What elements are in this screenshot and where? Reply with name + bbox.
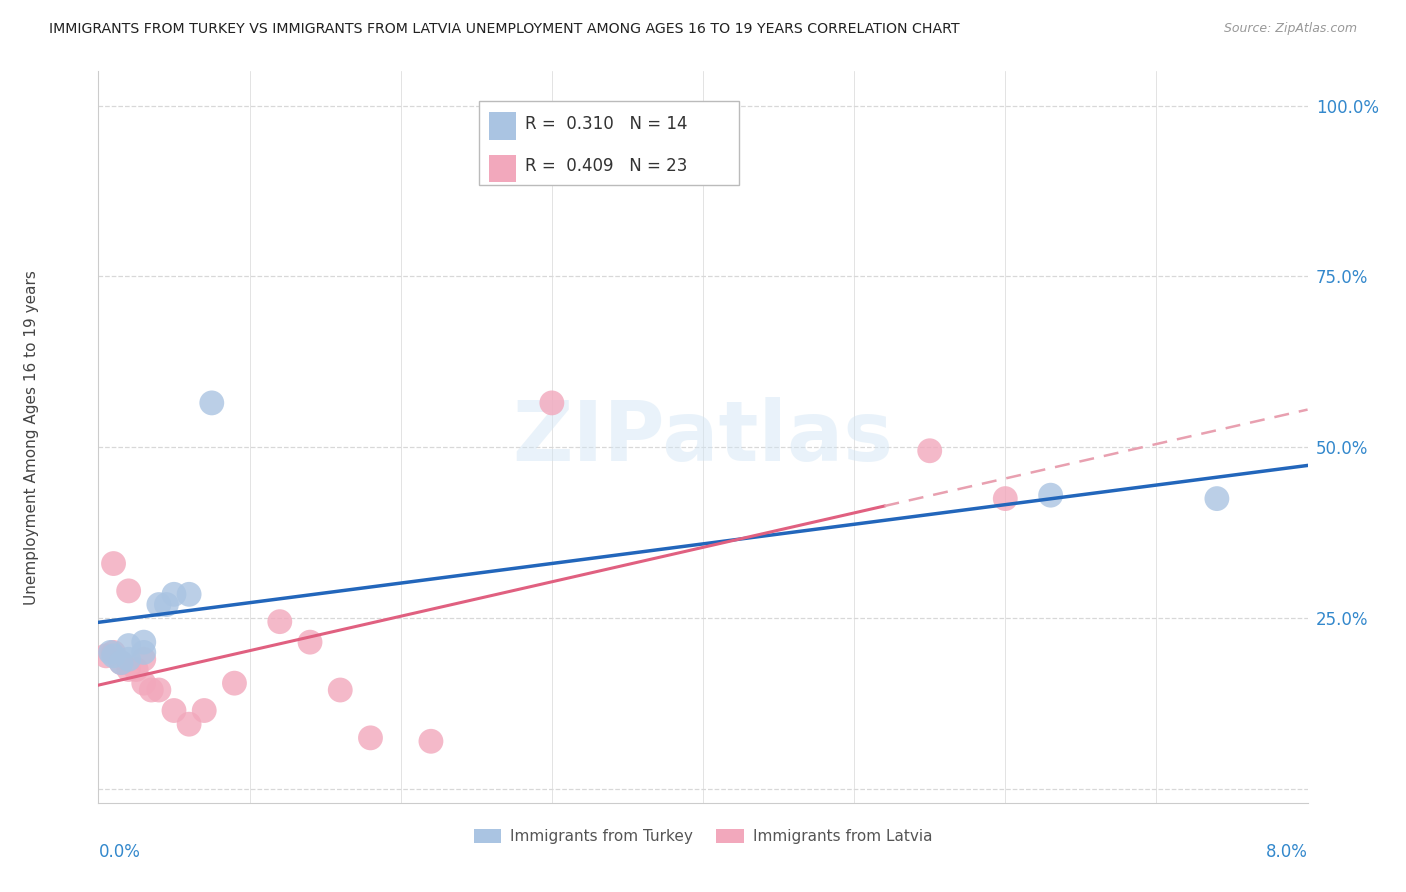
Point <box>132 652 155 666</box>
Point <box>193 704 215 718</box>
Point <box>103 648 125 663</box>
Text: Source: ZipAtlas.com: Source: ZipAtlas.com <box>1223 22 1357 36</box>
Point <box>110 656 132 670</box>
Point <box>148 683 170 698</box>
Point <box>299 635 322 649</box>
Text: Unemployment Among Ages 16 to 19 years: Unemployment Among Ages 16 to 19 years <box>24 269 39 605</box>
Text: IMMIGRANTS FROM TURKEY VS IMMIGRANTS FROM LATVIA UNEMPLOYMENT AMONG AGES 16 TO 1: IMMIGRANTS FROM TURKEY VS IMMIGRANTS FRO… <box>49 22 960 37</box>
Point <box>132 645 155 659</box>
Point <box>224 676 246 690</box>
Point <box>163 587 186 601</box>
Point <box>118 663 141 677</box>
Point <box>201 396 224 410</box>
Point <box>141 683 163 698</box>
Point <box>132 676 155 690</box>
Text: R =  0.409   N = 23: R = 0.409 N = 23 <box>526 157 688 175</box>
Point <box>179 717 201 731</box>
FancyBboxPatch shape <box>489 112 516 140</box>
Point <box>918 443 941 458</box>
Legend: Immigrants from Turkey, Immigrants from Latvia: Immigrants from Turkey, Immigrants from … <box>468 822 938 850</box>
Point <box>118 639 141 653</box>
Text: R =  0.310   N = 14: R = 0.310 N = 14 <box>526 115 688 133</box>
Point <box>269 615 291 629</box>
Point <box>118 583 141 598</box>
Point <box>329 683 352 698</box>
Point <box>1206 491 1229 506</box>
Point <box>179 587 201 601</box>
Point <box>1039 488 1062 502</box>
Point <box>118 652 141 666</box>
Point <box>994 491 1017 506</box>
Point <box>100 645 122 659</box>
Point <box>148 598 170 612</box>
Point <box>125 663 148 677</box>
Point <box>132 635 155 649</box>
Text: ZIPatlas: ZIPatlas <box>513 397 893 477</box>
FancyBboxPatch shape <box>479 101 740 185</box>
Point <box>360 731 382 745</box>
Point <box>94 648 117 663</box>
Point <box>163 704 186 718</box>
Point <box>420 734 443 748</box>
Point <box>540 396 562 410</box>
FancyBboxPatch shape <box>489 154 516 182</box>
Point <box>155 598 177 612</box>
Point <box>110 656 132 670</box>
Text: 0.0%: 0.0% <box>98 843 141 861</box>
Point <box>103 557 125 571</box>
Text: 8.0%: 8.0% <box>1265 843 1308 861</box>
Point <box>103 645 125 659</box>
